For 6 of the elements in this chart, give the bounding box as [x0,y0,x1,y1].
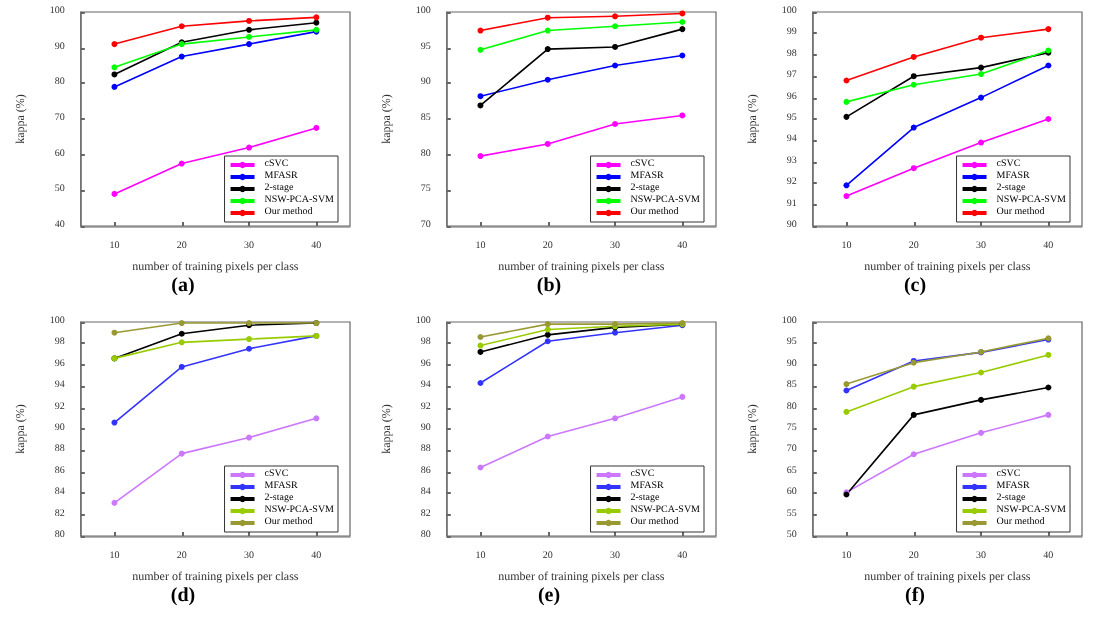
text: (c) [903,275,927,297]
text: (a) [171,275,195,297]
text: (e) [537,585,561,607]
text: (b) [536,275,562,297]
text: (d) [170,585,196,607]
text: (f) [905,585,925,607]
